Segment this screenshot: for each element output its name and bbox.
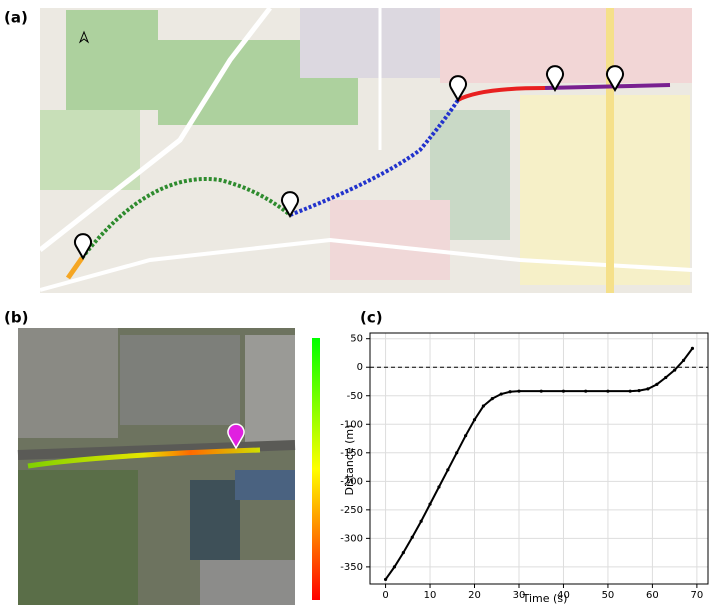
- y-tick-label: -100: [340, 419, 363, 430]
- data-point: [561, 389, 566, 393]
- y-tick-label: -150: [340, 448, 363, 459]
- panel-label: (c): [360, 309, 383, 327]
- data-point: [508, 390, 512, 394]
- street-map: [38, 6, 693, 293]
- y-tick-label: 50: [350, 334, 363, 345]
- y-tick-label: -300: [340, 533, 363, 544]
- plot-frame: [369, 332, 709, 585]
- plot-area: [370, 333, 708, 584]
- data-point: [584, 389, 588, 393]
- x-axis-label: Time (s): [522, 592, 568, 605]
- data-point: [490, 397, 494, 401]
- data-point: [681, 358, 686, 362]
- data-point: [539, 389, 543, 393]
- data-point: [392, 565, 397, 569]
- data-point: [673, 368, 677, 372]
- x-tick-label: 60: [646, 590, 659, 601]
- data-point: [419, 519, 423, 523]
- satellite-map: [17, 328, 320, 605]
- x-tick-label: 50: [602, 590, 615, 601]
- x-tick-label: 30: [513, 590, 526, 601]
- x-tick-label: 40: [557, 590, 570, 601]
- data-point: [628, 389, 632, 393]
- data-point: [410, 535, 414, 539]
- panel-label: (a): [4, 9, 28, 27]
- data-point: [517, 389, 521, 393]
- data-point: [481, 404, 486, 408]
- x-tick-label: 70: [691, 590, 704, 601]
- distance-chart: 0 10 20 30 40 50 60 70 -350 -300 -250 -200 -150 -100 -…: [340, 332, 709, 601]
- x-tick-label: 0: [382, 590, 388, 601]
- data-point: [646, 387, 650, 391]
- data-point: [428, 502, 432, 506]
- y-tick-label: -350: [340, 562, 363, 573]
- y-tick-label: -250: [340, 505, 363, 516]
- y-tick-label: -200: [340, 476, 363, 487]
- data-point: [401, 551, 405, 555]
- data-point: [472, 418, 477, 422]
- y-tick-label: 0: [357, 362, 363, 373]
- y-axis-label: Distance (m): [343, 425, 356, 496]
- data-point: [446, 468, 450, 472]
- x-tick-label: 10: [424, 590, 437, 601]
- data-point: [637, 389, 641, 393]
- data-point: [383, 577, 388, 582]
- data-point: [690, 346, 695, 351]
- data-point: [606, 389, 610, 393]
- y-tick-label: -50: [347, 391, 363, 402]
- data-line: [384, 347, 694, 581]
- x-tick-label: 20: [468, 590, 481, 601]
- data-point: [464, 434, 468, 438]
- data-point: [664, 375, 668, 380]
- data-point: [655, 382, 659, 386]
- data-point: [455, 451, 459, 455]
- panel-label: (b): [4, 309, 28, 327]
- data-point: [437, 485, 441, 489]
- data-point: [499, 392, 503, 396]
